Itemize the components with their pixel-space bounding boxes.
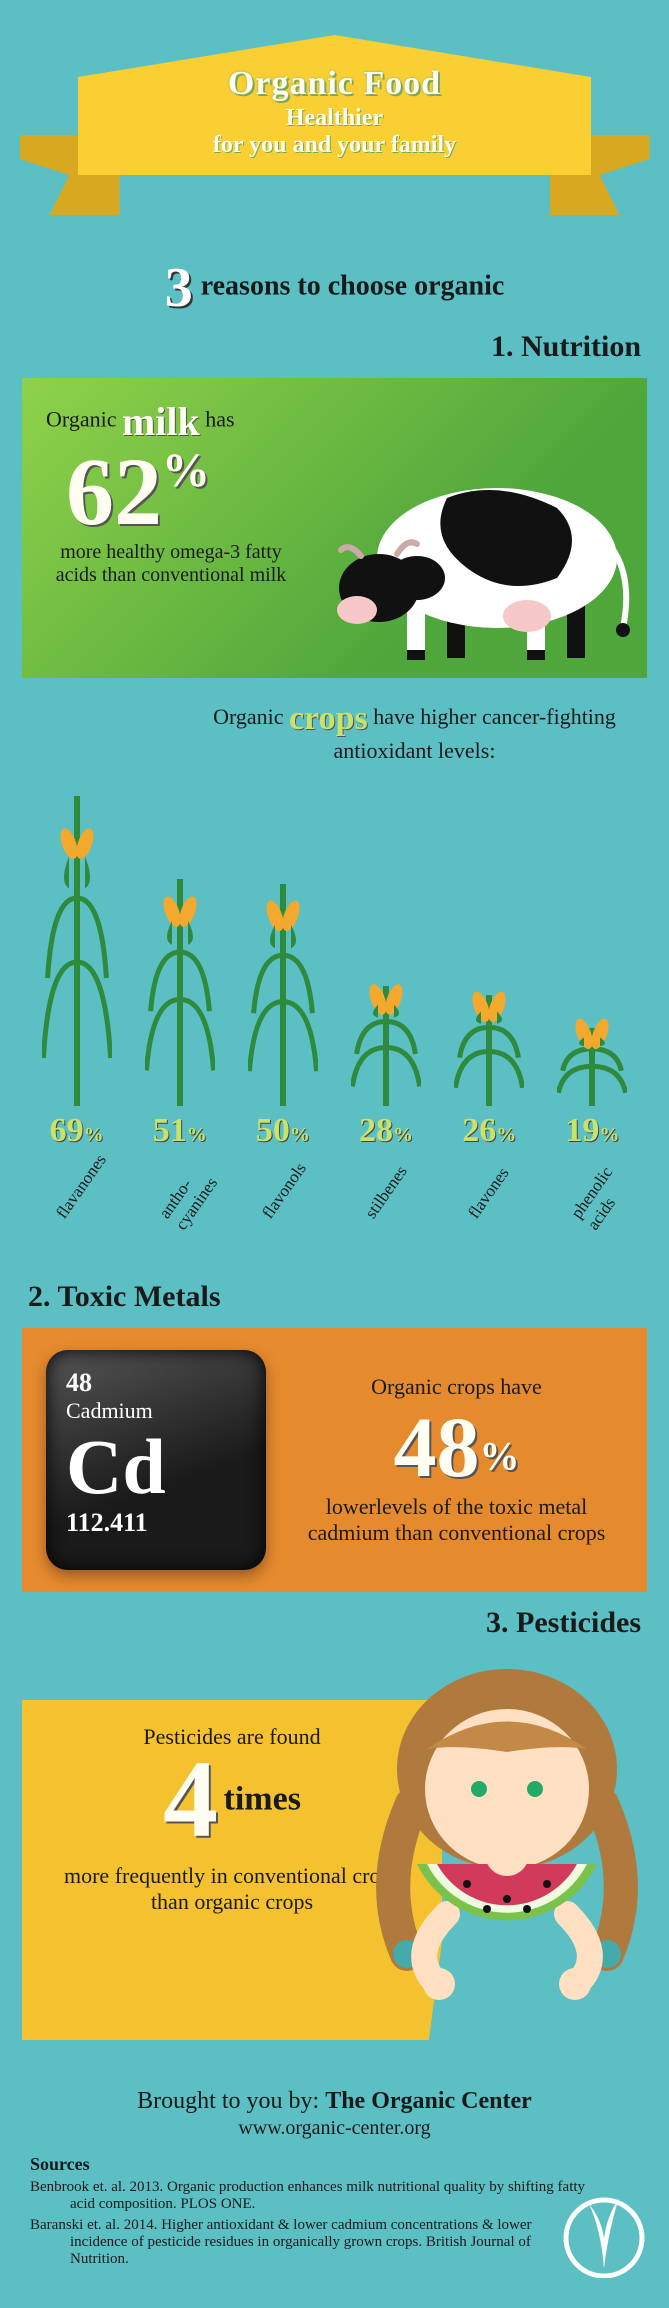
percent-sign: % (162, 444, 210, 497)
banner-sub1: Healthier (50, 105, 620, 132)
leaf-logo-icon (559, 2168, 649, 2278)
corn-stalk-icon (439, 985, 539, 1106)
crops-pre: Organic (213, 704, 283, 729)
crops-intro: Organic crops have higher cancer-fightin… (0, 678, 669, 770)
banner-title: Organic Food (50, 65, 620, 103)
toxin-pre: Organic crops have (290, 1374, 623, 1400)
source-2: Baranski et. al. 2014. Higher antioxidan… (30, 2217, 590, 2268)
crop-label: stilbenes (355, 1137, 486, 1271)
pest-times: times (224, 1781, 301, 1818)
reasons-text: reasons to choose organic (201, 270, 505, 301)
section-heading-toxins: 2. Toxic Metals (0, 1266, 669, 1328)
crop-label: flavanones (46, 1137, 177, 1271)
cd-number: 48 (66, 1368, 246, 1398)
toxin-card: 48 Cadmium Cd 112.411 Organic crops have… (22, 1328, 647, 1592)
crop-column: 28% (336, 976, 436, 1150)
pesticides-wrap: Pesticides are found 4 times more freque… (22, 1654, 647, 2054)
crop-label: flavones (459, 1137, 590, 1271)
reasons-number: 3 (165, 260, 193, 316)
nutrition-body: more healthy omega-3 fatty acids than co… (46, 541, 296, 587)
crops-post: have higher cancer-fighting antioxidant … (334, 704, 616, 763)
nutrition-pre: Organic (46, 407, 116, 432)
brought-org: The Organic Center (325, 2088, 532, 2114)
source-1: Benbrook et. al. 2013. Organic productio… (30, 2179, 590, 2213)
crop-column: 26% (439, 985, 539, 1150)
nutrition-big-value: 62% (66, 449, 210, 535)
infographic-page: Organic Food Healthier for you and your … (0, 0, 669, 2308)
corn-stalk-icon (233, 874, 333, 1106)
brought-pre: Brought to you by: (137, 2088, 319, 2114)
pest-value: 4 (163, 1750, 218, 1849)
crop-column: 50% (233, 874, 333, 1150)
toxin-post: lowerlevels of the toxic metal cadmium t… (290, 1494, 623, 1546)
toxin-value: 48 (394, 1399, 480, 1495)
cd-name: Cadmium (66, 1398, 246, 1424)
toxin-text: Organic crops have 48% lowerlevels of th… (290, 1374, 623, 1546)
cd-mass: 112.411 (66, 1508, 246, 1538)
cow-icon (327, 438, 637, 668)
nutrition-post: has (205, 407, 234, 432)
corn-stalk-icon (130, 869, 230, 1106)
nutrition-card: Organic milk has 62% more healthy omega-… (22, 378, 647, 678)
crops-row: 69% 51% 50% (0, 770, 669, 1150)
section-heading-nutrition: 1. Nutrition (0, 316, 669, 378)
crops-em: crops (289, 700, 368, 737)
crop-column: 69% (27, 786, 127, 1150)
crops-labels: flavanonesantho- cyaninesflavonolsstilbe… (0, 1146, 669, 1266)
crop-label: phenolic acids (562, 1137, 669, 1271)
crop-column: 19% (542, 1018, 642, 1150)
banner-main: Organic Food Healthier for you and your … (50, 35, 620, 175)
crop-column: 51% (130, 869, 230, 1150)
crop-label: flavonols (252, 1137, 383, 1271)
banner-sub2: for you and your family (50, 132, 620, 159)
corn-stalk-icon (27, 786, 127, 1106)
corn-stalk-icon (336, 976, 436, 1106)
crop-label: antho- cyanines (149, 1137, 280, 1271)
toxin-big: 48% (290, 1400, 623, 1494)
cadmium-tile: 48 Cadmium Cd 112.411 (46, 1350, 266, 1570)
reasons-line: 3 reasons to choose organic (0, 260, 669, 316)
corn-stalk-icon (542, 1018, 642, 1106)
sources-heading: Sources (30, 2154, 639, 2175)
cd-symbol: Cd (66, 1428, 246, 1506)
girl-watermelon-icon (357, 1654, 657, 2064)
footer: Brought to you by: The Organic Center ww… (0, 2074, 669, 2308)
nutrition-value: 62 (66, 438, 162, 545)
hero: Organic Food Healthier for you and your … (0, 0, 669, 260)
footer-url: www.organic-center.org (30, 2117, 639, 2140)
footer-brought: Brought to you by: The Organic Center (30, 2088, 639, 2115)
percent-sign: % (480, 1433, 520, 1478)
section-heading-pesticides: 3. Pesticides (0, 1592, 669, 1654)
